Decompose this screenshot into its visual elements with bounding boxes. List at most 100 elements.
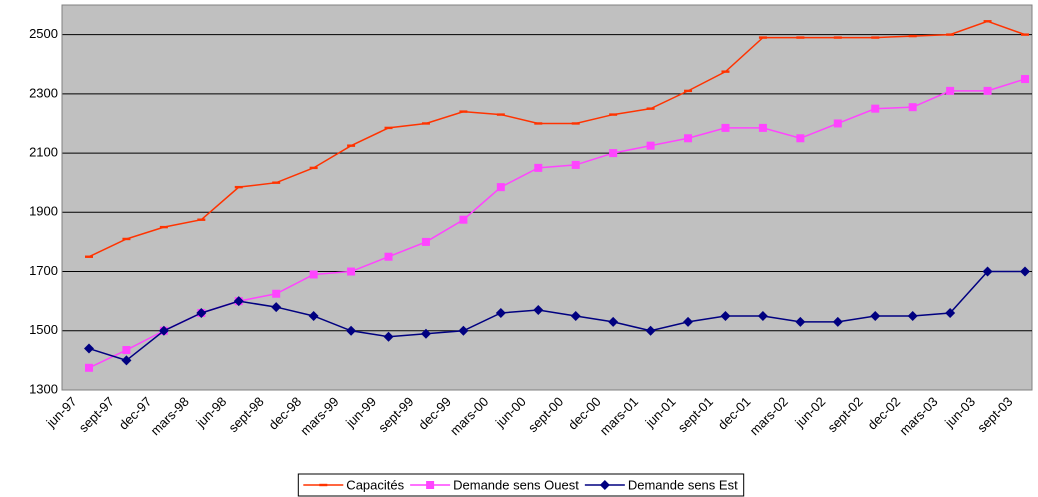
marker <box>646 141 655 150</box>
legend-label: Demande sens Est <box>628 477 738 492</box>
marker <box>609 149 618 158</box>
marker <box>1021 75 1029 84</box>
marker <box>871 104 880 113</box>
marker <box>571 160 580 169</box>
y-tick-label: 1900 <box>29 204 58 219</box>
x-tick-label: jun-03 <box>941 394 978 431</box>
legend: Capacités Demande sens Ouest Demande sens … <box>297 473 745 497</box>
marker <box>384 126 393 130</box>
marker <box>683 316 694 327</box>
legend-label: Capacités <box>346 477 404 492</box>
marker <box>197 218 206 221</box>
marker <box>234 185 243 189</box>
marker <box>1021 33 1029 36</box>
y-tick-label: 1500 <box>29 322 58 337</box>
marker <box>85 363 93 372</box>
marker <box>496 113 505 116</box>
marker <box>599 480 610 490</box>
x-tick-label: sept-98 <box>225 394 266 435</box>
marker <box>982 266 993 277</box>
marker <box>758 36 767 39</box>
marker <box>832 316 843 327</box>
marker <box>421 122 430 125</box>
series-line <box>88 270 1025 362</box>
marker <box>495 308 506 318</box>
marker <box>908 103 917 112</box>
x-tick-label: sept-01 <box>675 394 716 435</box>
marker <box>1020 266 1030 277</box>
marker <box>646 107 655 110</box>
marker <box>121 355 132 366</box>
marker <box>85 255 93 258</box>
marker <box>319 483 328 487</box>
marker <box>233 296 244 307</box>
x-tick-label: jun-01 <box>642 394 679 431</box>
x-tick-label: sept-03 <box>974 394 1015 435</box>
marker <box>796 134 805 143</box>
marker <box>757 310 768 321</box>
x-tick-label: sept-97 <box>76 394 117 435</box>
x-tick-label: sept-99 <box>375 394 416 435</box>
marker <box>946 86 955 95</box>
marker <box>983 86 992 95</box>
x-tick-label: mars-00 <box>447 394 491 438</box>
marker <box>983 20 992 23</box>
marker <box>384 252 393 261</box>
y-tick-label: 2100 <box>29 145 58 160</box>
marker <box>945 308 956 318</box>
x-tick-label: jun-97 <box>43 394 80 431</box>
marker <box>870 310 881 321</box>
marker <box>272 289 281 298</box>
marker <box>645 325 656 336</box>
marker <box>84 343 94 354</box>
marker <box>907 310 918 321</box>
marker <box>608 316 619 327</box>
marker <box>347 267 356 276</box>
legend-label: Demande sens Ouest <box>453 477 579 492</box>
x-tick-label: jun-98 <box>192 394 229 431</box>
marker <box>459 110 468 113</box>
marker <box>534 163 543 172</box>
series-line <box>88 20 1026 258</box>
y-tick-label: 1300 <box>29 381 58 396</box>
x-tick-label: jun-02 <box>791 394 828 431</box>
x-tick-label: sept-00 <box>525 394 566 435</box>
marker <box>908 34 917 38</box>
marker <box>272 181 281 184</box>
marker <box>758 123 767 132</box>
marker <box>721 123 730 132</box>
marker <box>833 119 842 128</box>
marker <box>309 270 318 279</box>
marker <box>420 328 431 339</box>
marker <box>426 481 435 489</box>
x-tick-label: jun-00 <box>492 394 529 431</box>
plot-area <box>61 4 1033 391</box>
x-tick-label: mars-02 <box>747 394 791 438</box>
x-tick-label: jun-99 <box>342 394 379 431</box>
x-tick-label: mars-01 <box>597 394 641 438</box>
y-tick-label: 1700 <box>29 263 58 278</box>
marker <box>496 183 505 192</box>
marker <box>796 36 805 39</box>
marker <box>871 36 880 39</box>
marker <box>308 310 319 321</box>
marker <box>533 305 544 316</box>
marker <box>271 302 282 313</box>
marker <box>122 346 131 355</box>
y-tick-label: 2300 <box>29 85 58 100</box>
marker <box>571 122 580 125</box>
x-tick-label: mars-99 <box>297 394 341 438</box>
series-line <box>88 78 1026 369</box>
marker <box>684 134 693 143</box>
x-tick-label: sept-02 <box>825 394 866 435</box>
marker <box>458 325 469 336</box>
marker <box>795 316 806 327</box>
marker <box>309 166 318 170</box>
marker <box>346 325 357 336</box>
x-tick-label: mars-03 <box>896 394 940 438</box>
marker <box>570 310 581 321</box>
marker <box>534 122 543 125</box>
marker <box>421 237 430 246</box>
marker <box>720 310 731 321</box>
